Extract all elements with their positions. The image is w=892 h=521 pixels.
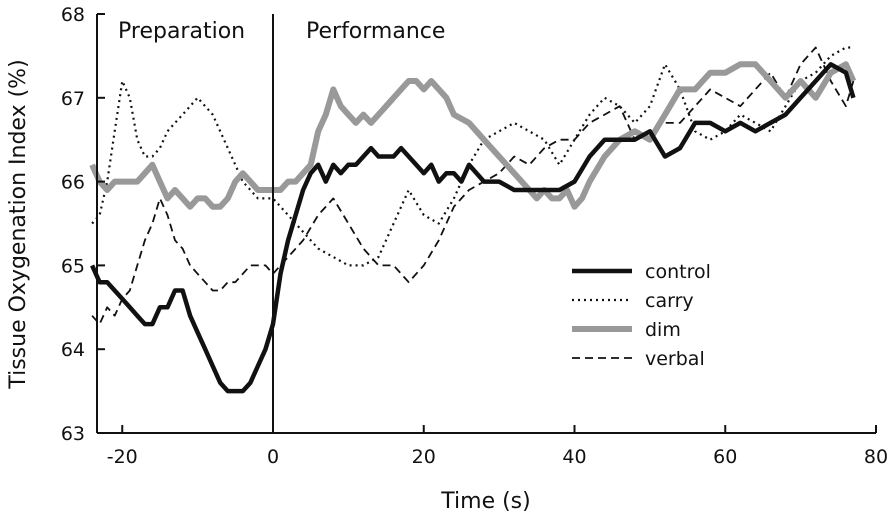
x-axis-title: Time (s) [440, 489, 530, 514]
x-tick-label: 0 [267, 446, 279, 468]
series-layer [89, 46, 857, 394]
x-tick-label: 60 [713, 446, 737, 468]
y-axis-title: Tissue Oxygenation Index (%) [6, 59, 31, 389]
series-line-dim [89, 61, 857, 210]
x-tick-label: 80 [864, 446, 888, 468]
series-line-verbal [91, 46, 855, 326]
legend: control carry dim verbal [572, 261, 711, 370]
legend-label-verbal: verbal [645, 348, 705, 370]
axes [96, 14, 876, 434]
y-tick-label: 67 [61, 88, 85, 110]
x-tick-label: -20 [107, 446, 138, 468]
legend-label-dim: dim [645, 319, 681, 341]
x-tick-label: 20 [412, 446, 436, 468]
y-tick-label: 63 [61, 423, 85, 445]
legend-label-control: control [645, 261, 711, 283]
y-tick-label: 66 [61, 172, 85, 194]
y-tick-label: 65 [61, 255, 85, 277]
y-tick-label: 68 [61, 4, 85, 26]
legend-label-carry: carry [645, 290, 694, 312]
ticks: -20 0 20 40 60 80 63 64 65 66 67 68 [61, 4, 888, 468]
annotation-preparation: Preparation [118, 19, 245, 44]
y-tick-label: 64 [61, 339, 85, 361]
annotation-performance: Performance [306, 19, 445, 44]
x-tick-label: 40 [562, 446, 586, 468]
series-line-control [90, 62, 856, 394]
series-line-carry [91, 46, 854, 267]
